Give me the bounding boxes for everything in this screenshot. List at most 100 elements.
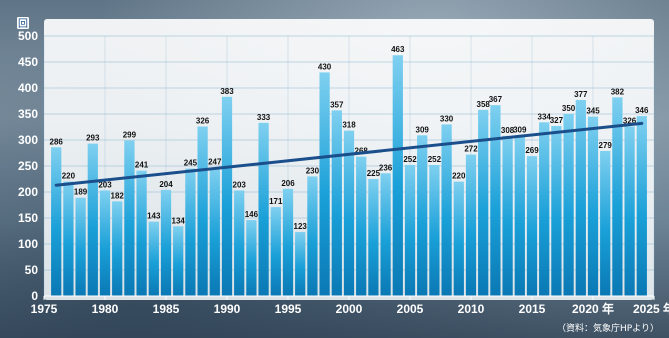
data-label: 309 — [416, 125, 430, 134]
data-label: 308 — [501, 126, 515, 135]
x-tick-label: 1975 — [31, 302, 58, 316]
data-label: 279 — [599, 141, 613, 150]
bar — [209, 167, 220, 296]
bar — [514, 135, 525, 296]
bar — [282, 188, 294, 296]
x-tick-label: 2010 — [458, 302, 485, 316]
data-label: 346 — [635, 106, 649, 115]
bar — [63, 181, 74, 296]
y-tick-label: 0 — [31, 289, 38, 303]
data-label: 245 — [184, 159, 198, 168]
data-label: 252 — [428, 155, 442, 164]
bar — [356, 156, 367, 296]
x-tick-label: 1995 — [275, 302, 302, 316]
bar — [502, 135, 513, 296]
data-label: 272 — [464, 145, 478, 154]
bar — [417, 135, 428, 296]
x-tick-label: 2025 年 — [633, 301, 669, 316]
bar — [185, 168, 196, 296]
data-label: 377 — [574, 90, 588, 99]
bar — [526, 156, 538, 296]
data-label: 134 — [172, 216, 186, 225]
bar — [465, 154, 477, 296]
data-label: 203 — [98, 180, 112, 189]
bar — [612, 97, 623, 296]
data-label: 269 — [525, 146, 539, 155]
bar — [368, 179, 379, 296]
data-label: 318 — [342, 121, 356, 130]
trend-line — [54, 121, 644, 187]
x-tick-label: 1980 — [92, 302, 119, 316]
bar — [319, 72, 330, 297]
y-tick-label: 250 — [18, 159, 38, 173]
bar — [295, 232, 306, 296]
y-tick-label: 300 — [18, 133, 38, 147]
data-label: 230 — [306, 166, 320, 175]
data-label: 463 — [391, 45, 405, 54]
bar — [112, 201, 123, 296]
data-label: 171 — [269, 197, 283, 206]
bar — [270, 207, 281, 296]
data-label: 123 — [294, 222, 308, 231]
x-tick-label: 1990 — [214, 302, 241, 316]
data-label: 143 — [147, 212, 161, 221]
y-tick-label: 450 — [18, 55, 38, 69]
y-tick-label: 350 — [18, 107, 38, 121]
bar — [563, 114, 574, 296]
data-label: 327 — [550, 116, 564, 125]
data-label: 333 — [257, 113, 271, 122]
bar — [478, 109, 489, 296]
x-tick-label: 2005 — [397, 302, 424, 316]
data-label: 146 — [245, 210, 259, 219]
bar — [124, 140, 135, 296]
data-label: 241 — [135, 161, 149, 170]
y-tick-label: 200 — [18, 185, 38, 199]
bar — [258, 122, 269, 296]
bar — [148, 221, 159, 296]
bar — [234, 190, 245, 296]
bar — [51, 147, 62, 296]
bar — [160, 189, 172, 296]
svg-text:回: 回 — [18, 18, 28, 29]
y-tick-label: 100 — [18, 237, 38, 251]
x-tick-label: 2020 年 — [572, 301, 614, 316]
source-note: （資料：気象庁HPより） — [556, 324, 659, 334]
y-tick-label: 50 — [25, 263, 39, 277]
bar — [343, 130, 355, 296]
bar — [136, 170, 147, 296]
data-label: 309 — [513, 125, 527, 134]
x-tick-label: 2015 — [519, 302, 546, 316]
data-label: 189 — [74, 188, 88, 197]
bar — [587, 116, 599, 296]
data-label: 350 — [562, 104, 576, 113]
bar — [441, 124, 452, 297]
data-label: 252 — [403, 155, 417, 164]
data-label: 182 — [111, 191, 125, 200]
data-label: 367 — [489, 95, 503, 104]
data-label: 299 — [123, 131, 137, 140]
data-label: 345 — [586, 107, 600, 116]
bar — [490, 105, 501, 296]
bar — [600, 150, 611, 296]
data-label: 247 — [208, 158, 222, 167]
data-label: 203 — [233, 180, 247, 189]
data-label: 326 — [623, 116, 637, 125]
data-label: 293 — [86, 134, 100, 143]
bar — [221, 96, 233, 296]
bar — [636, 116, 647, 296]
data-label: 220 — [452, 172, 466, 181]
bar — [453, 181, 464, 296]
data-label: 430 — [318, 62, 332, 71]
data-label: 383 — [220, 87, 234, 96]
bar — [404, 164, 416, 296]
unit-icon: 回 — [17, 17, 29, 29]
y-tick-label: 150 — [18, 211, 38, 225]
unit-badge: 回 — [17, 17, 29, 29]
bar — [197, 126, 208, 296]
data-label: 382 — [611, 87, 625, 96]
y-tick-label: 400 — [18, 81, 38, 95]
data-label: 206 — [281, 179, 295, 188]
bar — [173, 226, 184, 296]
data-label: 334 — [538, 112, 552, 121]
